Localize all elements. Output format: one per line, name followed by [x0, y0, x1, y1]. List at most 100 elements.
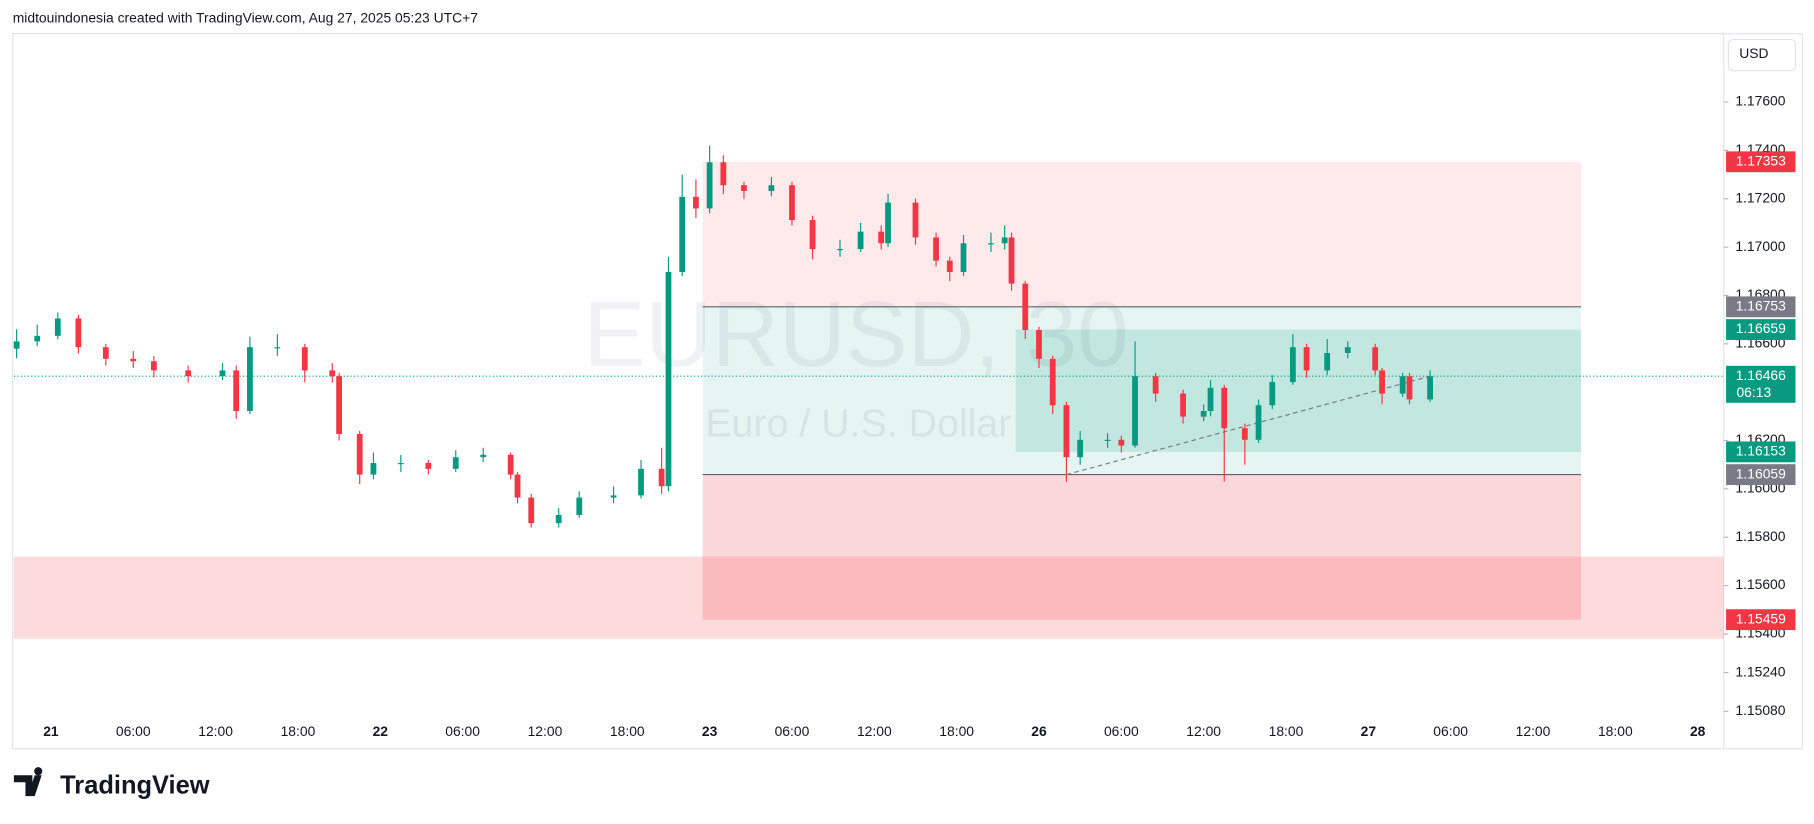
- x-tick-label: 22: [373, 723, 389, 739]
- candle-body: [336, 376, 343, 434]
- candle-body: [1399, 376, 1406, 394]
- price-label: 1.16059: [1736, 465, 1786, 481]
- currency[interactable]: USD: [1739, 45, 1768, 61]
- candle-body: [946, 260, 953, 273]
- candle-body: [397, 463, 404, 465]
- y-tick-label: 1.15080: [1735, 702, 1785, 718]
- candle-body: [789, 185, 795, 221]
- candle-body: [1269, 382, 1276, 406]
- x-tick-label: 12:00: [1516, 723, 1551, 739]
- x-tick-label: 27: [1361, 723, 1377, 739]
- candle-body: [1241, 428, 1248, 440]
- candle-body: [658, 468, 665, 487]
- candle-body: [857, 231, 864, 250]
- candle-body: [1001, 237, 1008, 244]
- price-label-bg: [1726, 365, 1796, 403]
- candle-body: [1132, 376, 1138, 446]
- candle-body: [528, 497, 535, 524]
- candle-body: [356, 433, 363, 475]
- candle-body: [219, 370, 226, 377]
- candle-body: [1427, 376, 1433, 400]
- x-tick-label: 18:00: [610, 723, 645, 739]
- candle-body: [768, 185, 775, 192]
- x-tick-label: 06:00: [116, 723, 151, 739]
- price-label-bg: [1726, 609, 1796, 631]
- price-label-bg: [1726, 151, 1796, 173]
- candle-body: [34, 335, 41, 342]
- price-label: 1.16753: [1736, 298, 1786, 314]
- x-tick-label: 12:00: [198, 723, 233, 739]
- candle-body: [878, 231, 885, 244]
- header-text: midtouindonesia created with TradingView…: [13, 9, 479, 25]
- candle-body: [514, 474, 521, 498]
- x-tick-label: 06:00: [445, 723, 480, 739]
- candle-body: [665, 272, 672, 487]
- price-label: 1.15459: [1736, 610, 1786, 626]
- candle-body: [1200, 411, 1207, 417]
- y-tick-label: 1.15240: [1735, 663, 1785, 679]
- trend-line: [1066, 375, 1431, 476]
- x-tick-label: 06:00: [1104, 723, 1139, 739]
- y-tick-label: 1.17600: [1735, 93, 1785, 109]
- candle-body: [1207, 387, 1214, 412]
- candle-body: [1372, 347, 1379, 371]
- candle-body: [1303, 347, 1310, 371]
- x-tick-label: 12:00: [528, 723, 563, 739]
- candle-body: [693, 196, 699, 209]
- zone: [702, 161, 1582, 307]
- candle-body: [741, 185, 747, 192]
- candle-body: [576, 497, 583, 515]
- candle-body: [1221, 387, 1228, 429]
- countdown: 06:13: [1736, 384, 1771, 400]
- candle-body: [638, 468, 644, 496]
- candle-body: [837, 249, 843, 251]
- candle-body: [130, 358, 137, 362]
- price-label: 1.16659: [1736, 320, 1786, 336]
- candle-body: [912, 202, 919, 238]
- price-label: 1.16153: [1736, 443, 1786, 459]
- candle-body: [706, 162, 713, 209]
- y-tick-label: 1.15800: [1735, 528, 1785, 544]
- candle-body: [13, 341, 20, 349]
- x-tick-label: 26: [1031, 723, 1047, 739]
- zone: [13, 556, 1724, 639]
- currency-button[interactable]: [1727, 38, 1797, 72]
- candle-body: [1255, 405, 1262, 440]
- candle-body: [1180, 393, 1186, 417]
- brand: TradingView: [60, 772, 210, 800]
- price-label-bg: [1726, 319, 1796, 340]
- chart-frame: [12, 33, 1804, 750]
- x-tick-label: 12:00: [1186, 723, 1221, 739]
- candle-body: [610, 495, 617, 498]
- candle-body: [1118, 439, 1125, 446]
- x-tick-label: 23: [702, 723, 718, 739]
- candle-body: [150, 361, 157, 371]
- price-label-bg: [1726, 464, 1796, 486]
- price-label: 1.17353: [1736, 152, 1786, 168]
- candle-body: [1036, 330, 1042, 359]
- candle-body: [720, 162, 727, 186]
- candle-body: [480, 454, 487, 458]
- x-tick-label: 21: [43, 723, 59, 739]
- candle-body: [54, 318, 61, 336]
- price-label: 1.16466: [1736, 367, 1786, 383]
- x-tick-label: 06:00: [775, 723, 810, 739]
- candle-body: [1049, 358, 1056, 406]
- y-tick-label: 1.17000: [1735, 238, 1785, 254]
- candle-body: [425, 463, 432, 469]
- candle-body: [933, 237, 939, 261]
- candle-body: [1104, 439, 1111, 441]
- candle-body: [370, 463, 377, 475]
- watermark-subtitle: Euro / U.S. Dollar: [705, 401, 1011, 445]
- y-tick-label: 1.17200: [1735, 189, 1785, 205]
- candle-body: [1077, 439, 1084, 458]
- candle-body: [1324, 353, 1331, 371]
- price-label-bg: [1726, 441, 1796, 463]
- x-tick-label: 18:00: [1598, 723, 1633, 739]
- candle-body: [555, 514, 562, 524]
- candle-body: [452, 457, 459, 469]
- candle-body: [247, 347, 253, 412]
- candle-body: [1022, 283, 1029, 331]
